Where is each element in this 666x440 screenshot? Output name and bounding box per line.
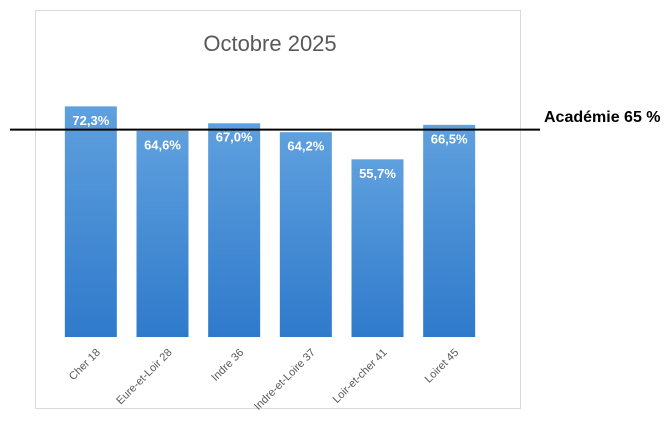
value-label: 72,3% xyxy=(72,113,109,128)
bar xyxy=(423,124,476,338)
value-label: 55,7% xyxy=(359,166,396,181)
bar xyxy=(64,106,117,337)
value-label: 66,5% xyxy=(431,131,468,146)
reference-label: Académie 65 % xyxy=(544,109,661,126)
bar xyxy=(351,159,404,337)
value-label: 64,6% xyxy=(144,137,181,152)
value-label: 64,2% xyxy=(287,139,324,154)
bar xyxy=(279,132,332,337)
value-label: 67,0% xyxy=(216,130,253,145)
bar xyxy=(136,130,189,337)
chart-title: Octobre 2025 xyxy=(203,31,336,56)
bar xyxy=(208,123,261,338)
